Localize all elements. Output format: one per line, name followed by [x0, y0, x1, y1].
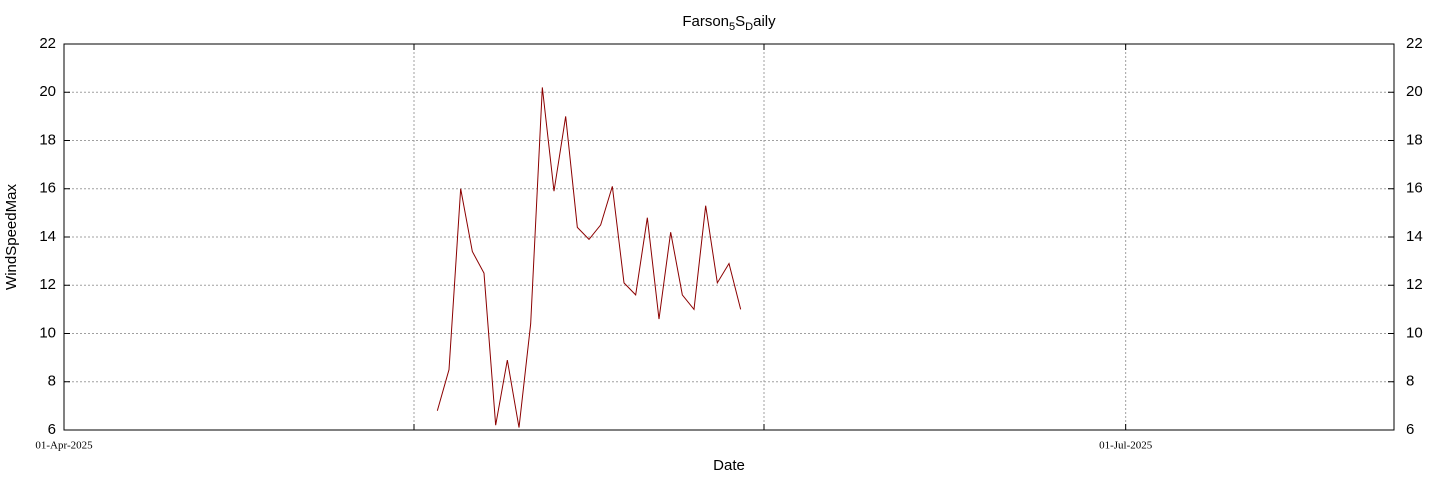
plot-frame — [63, 43, 1395, 431]
data-line — [436, 87, 742, 428]
y2-tick-label: 22 — [1406, 35, 1423, 52]
y-tick-label: 20 — [39, 83, 56, 100]
y2-tick-label: 20 — [1406, 83, 1423, 100]
y-tick-label: 12 — [39, 276, 56, 293]
y2-tick-label: 12 — [1406, 276, 1423, 293]
y2-tick-label: 6 — [1406, 421, 1414, 438]
y-tick-label: 16 — [39, 180, 56, 197]
y2-tick-label: 10 — [1406, 324, 1423, 341]
y2-tick-label: 8 — [1406, 373, 1414, 390]
x-tick-label: 01-Apr-2025 — [35, 440, 93, 452]
y2-tick-label: 16 — [1406, 180, 1423, 197]
x-axis-label: Date — [713, 457, 745, 474]
x-tick-label: 01-Jul-2025 — [1099, 440, 1153, 452]
y2-tick-label: 18 — [1406, 131, 1423, 148]
chart-title: Farson5SDaily — [682, 13, 776, 33]
y-tick-label: 8 — [48, 373, 56, 390]
y-tick-label: 18 — [39, 131, 56, 148]
y-tick-label: 6 — [48, 421, 56, 438]
y2-tick-label: 14 — [1406, 228, 1423, 245]
y-axis-label: WindSpeedMax — [3, 184, 20, 290]
y-tick-label: 14 — [39, 228, 56, 245]
y-tick-label: 22 — [39, 35, 56, 52]
y-tick-label: 10 — [39, 324, 56, 341]
